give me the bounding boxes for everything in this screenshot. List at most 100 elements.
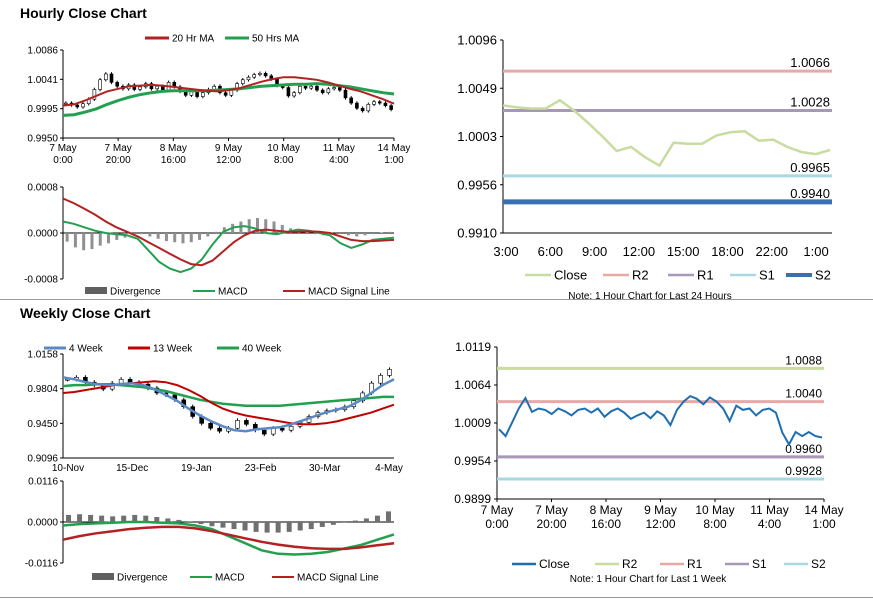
weekly-divergence-bar [66, 514, 72, 522]
weekly-1w-xtick-label: 8 May [590, 503, 623, 517]
weekly-divergence-bar [110, 516, 116, 522]
hourly-section-title: Hourly Close Chart [20, 5, 147, 21]
weekly-signal-line [62, 525, 395, 551]
hourly-divergence-bar [73, 233, 77, 248]
weekly-price-candle [261, 429, 267, 435]
hourly-macd-line [62, 220, 395, 274]
hourly-divergence-bar [140, 233, 144, 235]
weekly-divergence-bar [341, 522, 347, 523]
hourly-price-candle [372, 101, 376, 105]
hourly-divergence-bar [272, 221, 276, 233]
legend-4-week-label: 4 Week [69, 344, 104, 355]
hourly-price-xtick-label: 4:00 [329, 155, 349, 166]
hourly-price-candle [92, 89, 97, 100]
hourly-24h-xtick-label: 3:00 [493, 244, 518, 259]
hourly-price-xtick-label: 7 May [49, 143, 76, 154]
weekly-divergence-bar [363, 518, 369, 522]
weekly-divergence-bar [209, 522, 215, 527]
hourly-divergence-bar [156, 233, 160, 239]
weekly-divergence-bar [275, 522, 281, 533]
hourly-price-ytick-label: 1.0041 [27, 75, 58, 86]
hourly-divergence-bar [148, 233, 152, 237]
weekly-divergence-bar [264, 522, 270, 533]
hourly-price-candle [104, 73, 108, 81]
hourly-price-candle [252, 74, 256, 78]
hourly-divergence-bar [65, 233, 69, 242]
weekly-divergence-bar [231, 522, 237, 530]
hourly-24h-note: Note: 1 Hour Chart for Last 24 Hours [568, 291, 731, 302]
weekly-price-ytick-label: 0.9096 [27, 454, 58, 465]
weekly-price-candle [279, 427, 285, 431]
legend-13-week-label: 13 Week [153, 344, 193, 355]
legend-50hrs-ma-label: 50 Hrs MA [252, 34, 300, 45]
hourly-price-candle [337, 87, 342, 91]
hourly-price-xtick-label: 16:00 [161, 155, 186, 166]
weekly-1w-level-s2-label: 0.9928 [785, 464, 822, 478]
hourly-price-candle [223, 92, 228, 96]
weekly-1w-ytick-label: 0.9954 [454, 454, 491, 468]
hourly-24h-level-s2-label: 0.9940 [790, 186, 830, 201]
weekly-legend-divergence-label: Divergence [117, 573, 168, 584]
hourly-24h-legend-close-label: Close [554, 268, 587, 283]
hourly-divergence-bar [164, 233, 168, 242]
hourly-signal-line [62, 197, 395, 267]
weekly-1w-ytick-label: 1.0064 [454, 378, 491, 392]
hourly-divergence-bar [181, 233, 185, 244]
hourly-price-candle [343, 89, 348, 99]
weekly-legend-macd-label: MACD [215, 573, 244, 584]
hourly-24h-level-s1-label: 0.9965 [790, 160, 830, 175]
hourly-price-candle [292, 92, 296, 97]
weekly-1w-xtick-label: 7 May [481, 503, 514, 517]
hourly-price-xtick-label: 8:00 [274, 155, 294, 166]
hourly-macd-ytick-label: -0.0008 [24, 275, 58, 286]
weekly-price-xtick-label: 10-Nov [52, 463, 84, 474]
hourly-price-candle [109, 73, 114, 83]
weekly-divergence-bar [385, 511, 391, 522]
hourly-price-candle [286, 87, 291, 97]
hourly-price-ytick-label: 0.9995 [27, 104, 58, 115]
weekly-price-candle [387, 369, 392, 376]
hourly-divergence-bar [338, 233, 342, 235]
weekly-divergence-bar [220, 522, 226, 528]
hourly-divergence-bar [355, 233, 359, 237]
weekly-price-xtick-label: 23-Feb [245, 463, 277, 474]
hourly-price-candle [320, 89, 325, 94]
hourly-price-candle [332, 87, 336, 90]
hourly-24h-close-line [502, 98, 831, 168]
hourly-divergence-bar [305, 232, 309, 233]
hourly-price-candle [349, 97, 353, 104]
hourly-price-candle [389, 105, 393, 110]
hourly-price-candle [355, 102, 359, 109]
hourly-price-candle [326, 88, 331, 94]
hourly-price-candle [98, 79, 102, 90]
hourly-price-candle [81, 103, 85, 108]
weekly-divergence-bar [132, 514, 138, 522]
hourly-divergence-bar [82, 233, 86, 251]
hourly-price-xtick-label: 7 May [105, 143, 132, 154]
hourly-price-xtick-label: 9 May [215, 143, 242, 154]
weekly-1w-level-r1-label: 1.0040 [785, 387, 822, 401]
legend-macd-label: MACD [218, 287, 247, 298]
bottom-divider [0, 597, 873, 598]
hourly-price-xtick-label: 0:00 [53, 155, 73, 166]
hourly-24h-ytick-label: 0.9910 [457, 226, 497, 241]
hourly-divergence-bar [255, 218, 259, 233]
weekly-1w-ytick-label: 1.0009 [454, 416, 491, 430]
hourly-price-candle [201, 92, 205, 97]
weekly-price-candle [288, 425, 294, 431]
weekly-price-xtick-label: 19-Jan [181, 463, 212, 474]
weekly-1w-legend-r2-label: R2 [622, 557, 638, 571]
weekly-1w-xtick-label: 4:00 [758, 517, 782, 531]
hourly-24h-legend-r2-label: R2 [632, 268, 649, 283]
hourly-divergence-bar [214, 231, 218, 233]
weekly-divergence-bar [374, 515, 380, 522]
weekly-price-candle [217, 427, 222, 432]
hourly-24h-ytick-label: 1.0049 [457, 81, 497, 96]
weekly-divergence-bar [330, 522, 336, 525]
hourly-24h-xtick-label: 1:00 [803, 244, 828, 259]
hourly-price-xtick-label: 12:00 [216, 155, 241, 166]
weekly-price-ytick-label: 0.9450 [27, 419, 58, 430]
weekly-divergence-bar [121, 515, 127, 522]
weekly-1w-xtick-label: 8:00 [703, 517, 727, 531]
